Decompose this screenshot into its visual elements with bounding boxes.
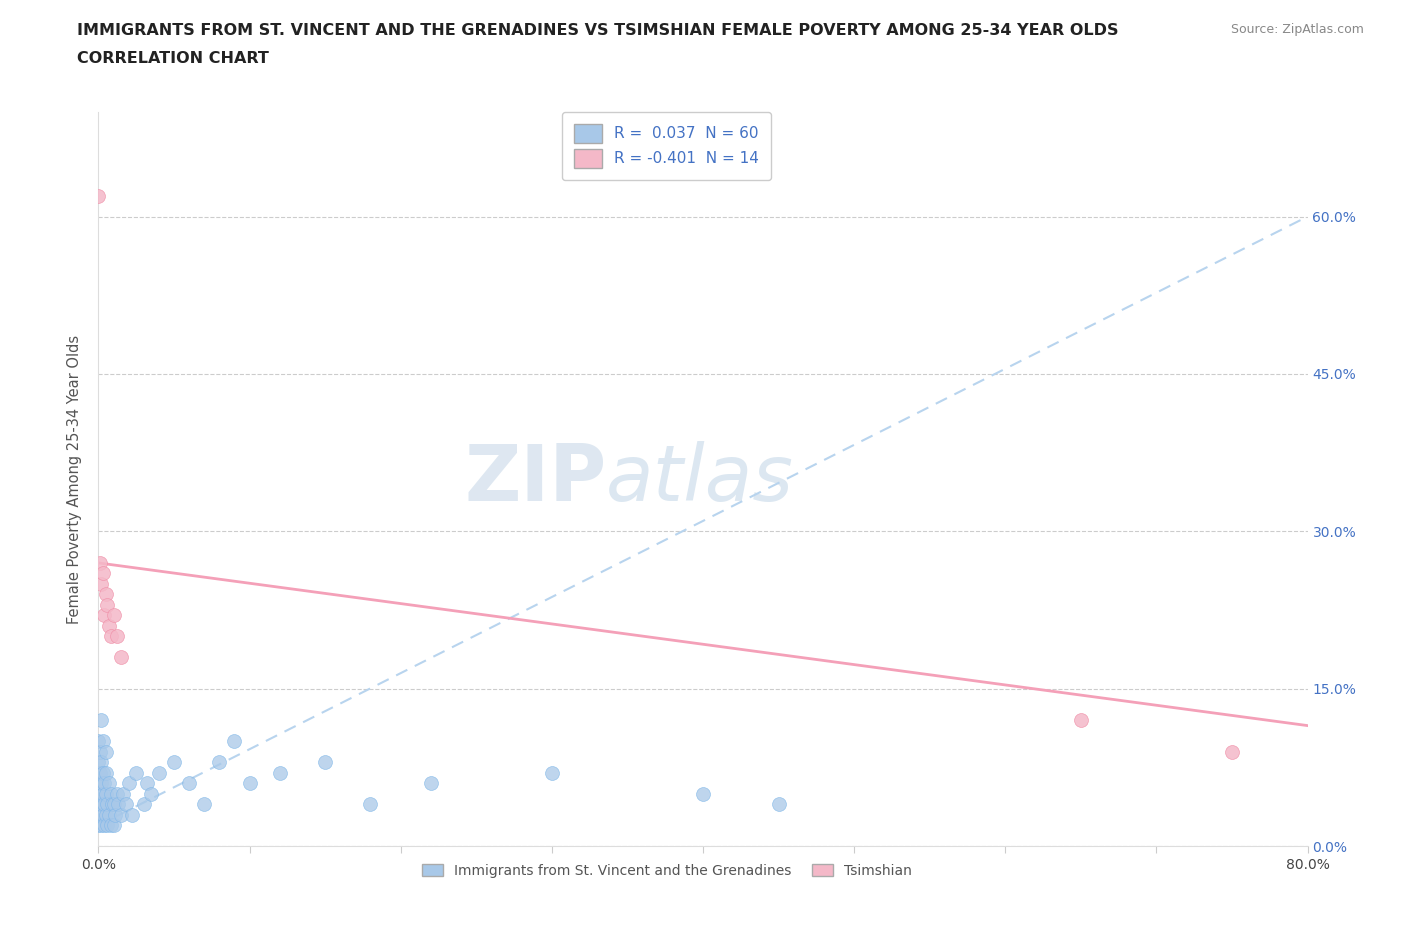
Point [100,787,122,802]
Point [193,797,215,812]
Point [93,608,115,623]
Point [114,797,136,812]
Point [96,817,118,832]
Point [768,797,790,812]
Point [94,587,117,602]
Point [91,765,114,780]
Point [100,629,122,644]
Point [125,765,148,780]
Point [90,755,112,770]
Point [101,797,124,812]
Point [87,817,110,832]
Point [314,755,336,770]
Point [107,797,129,812]
Point [93,817,115,832]
Point [98,807,121,822]
Point [103,608,125,623]
Point [89,555,111,570]
Point [111,787,134,802]
Text: Source: ZipAtlas.com: Source: ZipAtlas.com [1230,23,1364,36]
Point [148,765,170,780]
Point [90,797,112,812]
Point [1220,744,1243,759]
Text: CORRELATION CHART: CORRELATION CHART [77,51,269,66]
Point [90,713,112,728]
Point [96,597,118,612]
Point [98,776,121,790]
Point [692,787,714,802]
Point [135,776,157,790]
Point [89,765,111,780]
Legend: Immigrants from St. Vincent and the Grenadines, Tsimshian: Immigrants from St. Vincent and the Gren… [416,858,917,883]
Point [132,797,155,812]
Y-axis label: Female Poverty Among 25-34 Year Olds: Female Poverty Among 25-34 Year Olds [67,335,83,623]
Point [89,807,111,822]
Point [208,755,231,770]
Point [91,787,114,802]
Point [87,797,110,812]
Point [98,618,121,633]
Point [89,787,111,802]
Point [100,817,122,832]
Point [93,776,115,790]
Point [118,776,141,790]
Point [110,650,132,665]
Point [239,776,262,790]
Point [224,734,246,749]
Point [110,807,132,822]
Point [94,744,117,759]
Point [104,807,127,822]
Point [94,765,117,780]
Point [105,787,128,802]
Point [141,787,163,802]
Point [420,776,443,790]
Text: IMMIGRANTS FROM ST. VINCENT AND THE GRENADINES VS TSIMSHIAN FEMALE POVERTY AMONG: IMMIGRANTS FROM ST. VINCENT AND THE GREN… [77,23,1119,38]
Point [87,734,110,749]
Point [94,787,117,802]
Point [87,755,110,770]
Point [540,765,562,780]
Point [105,629,128,644]
Point [93,797,115,812]
Point [91,807,114,822]
Point [87,776,110,790]
Point [163,755,186,770]
Point [91,734,114,749]
Point [1070,713,1092,728]
Point [103,817,125,832]
Point [94,807,117,822]
Point [90,577,112,591]
Point [89,744,111,759]
Point [360,797,382,812]
Point [121,807,143,822]
Point [90,776,112,790]
Point [103,797,125,812]
Point [179,776,201,790]
Point [87,188,110,203]
Point [90,817,112,832]
Point [269,765,291,780]
Point [96,797,118,812]
Text: atlas: atlas [606,441,794,517]
Text: ZIP: ZIP [464,441,606,517]
Point [91,566,114,581]
